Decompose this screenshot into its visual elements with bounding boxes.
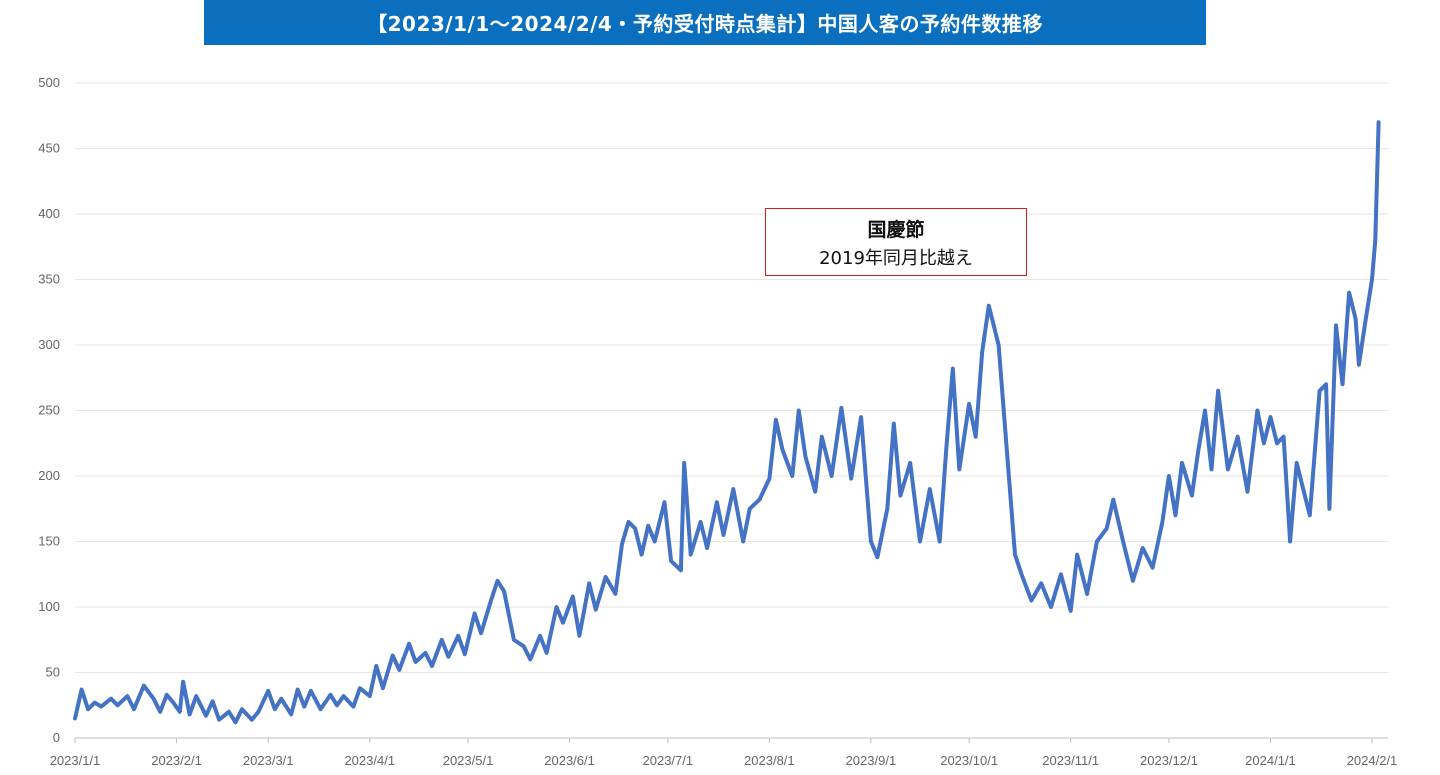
annotation-box: 国慶節 2019年同月比越え [765, 208, 1027, 276]
x-tick-label: 2023/12/1 [1140, 753, 1198, 768]
x-tick-label: 2023/2/1 [151, 753, 202, 768]
x-tick-label: 2023/4/1 [344, 753, 395, 768]
y-tick-label: 300 [38, 337, 60, 352]
series-line [73, 120, 1381, 725]
annotation-subtitle: 2019年同月比越え [819, 248, 973, 269]
annotation-title: 国慶節 [867, 219, 925, 241]
x-tick-label: 2023/1/1 [50, 753, 101, 768]
x-tick-label: 2024/2/1 [1347, 753, 1398, 768]
y-tick-label: 0 [53, 730, 60, 745]
x-tick-label: 2023/6/1 [544, 753, 595, 768]
chart-title: 【2023/1/1～2024/2/4・予約受付時点集計】中国人客の予約件数推移 [204, 0, 1206, 45]
y-tick-label: 250 [38, 403, 60, 418]
y-tick-label: 100 [38, 599, 60, 614]
x-tick-label: 2023/5/1 [443, 753, 494, 768]
y-tick-label: 400 [38, 206, 60, 221]
x-tick-label: 2023/8/1 [744, 753, 795, 768]
x-tick-label: 2023/7/1 [643, 753, 694, 768]
x-axis-ticks: 2023/1/1 2023/2/1 2023/3/1 2023/4/1 2023/5/1… [50, 738, 1398, 768]
x-tick-label: 2024/1/1 [1245, 753, 1296, 768]
y-tick-label: 450 [38, 141, 60, 156]
x-tick-label: 2023/11/1 [1042, 753, 1099, 768]
y-tick-label: 150 [38, 534, 60, 549]
y-tick-label: 200 [38, 468, 60, 483]
y-tick-label: 50 [46, 665, 60, 680]
x-tick-label: 2023/3/1 [243, 753, 294, 768]
y-axis-ticks: 0 50 100 150 200 250 300 350 400 450 500 [38, 75, 60, 745]
y-tick-label: 350 [38, 272, 60, 287]
x-tick-label: 2023/10/1 [940, 753, 998, 768]
gridlines [75, 82, 1388, 739]
x-tick-label: 2023/9/1 [846, 753, 897, 768]
y-tick-label: 500 [38, 75, 60, 90]
